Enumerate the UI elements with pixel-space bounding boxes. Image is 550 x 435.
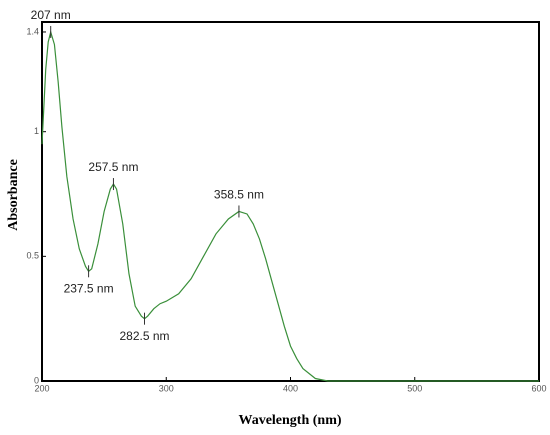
x-tick-label: 300: [159, 383, 174, 393]
peak-label: 282.5 nm: [119, 329, 169, 343]
y-tick-label: 0: [34, 375, 39, 385]
y-tick-label: 0.5: [26, 251, 39, 261]
spectrum-line: [41, 29, 539, 382]
x-tick-label: 500: [407, 383, 422, 393]
x-axis-label: Wavelength (nm): [238, 413, 341, 428]
y-tick-label: 1: [34, 126, 39, 136]
x-tick-label: 200: [34, 383, 49, 393]
y-axis-label: Absorbance: [6, 159, 21, 231]
x-tick-label: 400: [283, 383, 298, 393]
peak-label: 237.5 nm: [64, 281, 114, 295]
plot-frame: [41, 21, 540, 382]
y-tick-label: 1.4: [26, 26, 39, 36]
peak-label: 207 nm: [31, 8, 71, 22]
peak-label: 358.5 nm: [214, 188, 264, 202]
x-tick-label: 600: [531, 383, 546, 393]
peak-label: 257.5 nm: [88, 160, 138, 174]
